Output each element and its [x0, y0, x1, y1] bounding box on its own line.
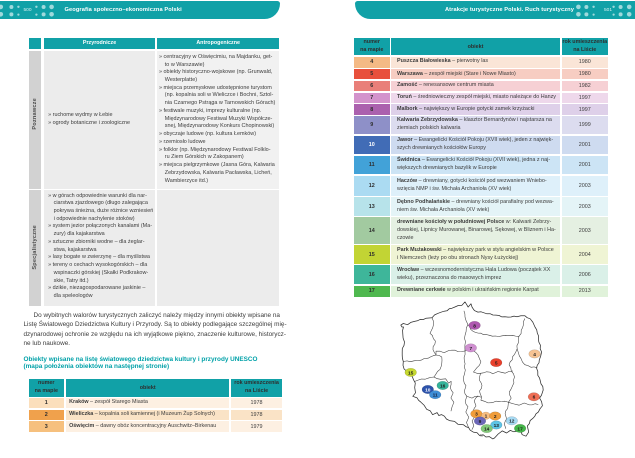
svg-text:4: 4 [533, 352, 536, 358]
svg-text:7: 7 [469, 346, 472, 352]
svg-text:17: 17 [517, 426, 523, 432]
svg-text:12: 12 [509, 419, 515, 425]
svg-text:11: 11 [433, 393, 438, 399]
svg-text:3: 3 [475, 412, 478, 418]
svg-text:10: 10 [425, 387, 431, 393]
svg-text:9: 9 [479, 419, 482, 425]
svg-text:16: 16 [440, 383, 446, 389]
svg-text:5: 5 [495, 361, 498, 367]
svg-text:łw: łw [480, 434, 484, 438]
svg-text:13: 13 [494, 423, 500, 429]
svg-text:6: 6 [533, 395, 536, 401]
svg-text:2: 2 [494, 414, 497, 420]
svg-text:15: 15 [408, 370, 414, 376]
svg-text:8: 8 [473, 323, 476, 329]
svg-text:1: 1 [485, 414, 488, 420]
svg-text:14: 14 [484, 427, 490, 433]
